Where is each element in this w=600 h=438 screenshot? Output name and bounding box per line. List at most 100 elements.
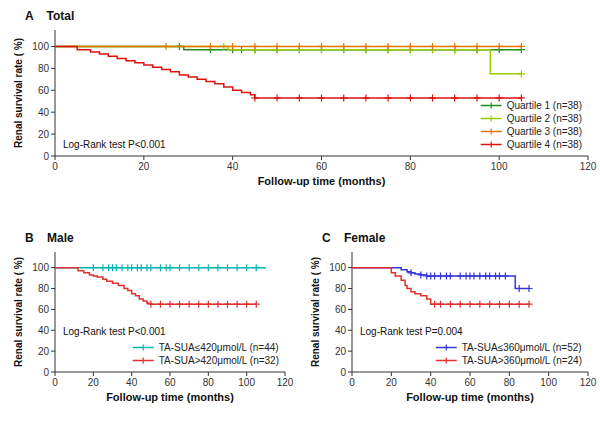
censor-mark bbox=[234, 301, 241, 308]
legend-marker bbox=[443, 358, 449, 364]
y-tick-label: 100 bbox=[329, 262, 346, 273]
x-tick-label: 120 bbox=[580, 377, 597, 388]
y-tick-label: 60 bbox=[38, 85, 50, 96]
censor-mark bbox=[526, 301, 533, 308]
censor-mark bbox=[518, 70, 525, 77]
y-tick-label: 80 bbox=[38, 283, 50, 294]
x-tick-label: 120 bbox=[277, 377, 294, 388]
y-axis-label: Renal survival rate ( %) bbox=[13, 257, 24, 367]
y-tick bbox=[51, 309, 55, 310]
x-tick-label: 20 bbox=[88, 377, 100, 388]
y-tick-label: 0 bbox=[43, 151, 49, 162]
censor-mark bbox=[502, 273, 509, 280]
legend-label: TA-SUA>360μmol/L (n=24) bbox=[462, 355, 582, 366]
censor-mark bbox=[486, 301, 493, 308]
censor-mark bbox=[214, 264, 221, 271]
censor-mark bbox=[214, 301, 221, 308]
y-tick-label: 60 bbox=[335, 304, 347, 315]
x-tick-label: 80 bbox=[203, 377, 215, 388]
y-tick-label: 0 bbox=[43, 367, 49, 378]
censor-mark bbox=[176, 264, 183, 271]
x-tick-label: 0 bbox=[349, 377, 355, 388]
censor-mark bbox=[234, 264, 241, 271]
x-tick-label: 20 bbox=[386, 377, 398, 388]
y-tick bbox=[51, 112, 55, 113]
legend: TA-SUA≤360μmol/L (n=52)TA-SUA>360μmol/L … bbox=[436, 342, 582, 366]
censor-mark bbox=[296, 94, 303, 101]
y-tick bbox=[51, 156, 55, 157]
legend-marker bbox=[488, 129, 494, 135]
censor-mark bbox=[229, 43, 236, 50]
censor-mark bbox=[362, 94, 369, 101]
censor-mark bbox=[457, 301, 464, 308]
y-tick-label: 100 bbox=[32, 41, 49, 52]
legend-marker bbox=[443, 345, 449, 351]
censor-mark bbox=[417, 271, 424, 278]
survival-curve bbox=[352, 268, 529, 289]
x-tick-label: 60 bbox=[316, 161, 328, 172]
panel: 020406080100120020406080100B MaleFollow-… bbox=[13, 231, 294, 403]
censor-mark bbox=[516, 285, 523, 292]
x-tick bbox=[430, 372, 431, 376]
y-tick bbox=[348, 351, 352, 352]
x-tick bbox=[588, 372, 589, 376]
x-tick-label: 60 bbox=[164, 377, 176, 388]
y-tick bbox=[51, 68, 55, 69]
y-tick bbox=[51, 134, 55, 135]
censor-mark bbox=[224, 301, 231, 308]
censor-mark bbox=[407, 94, 414, 101]
censor-mark bbox=[473, 94, 480, 101]
legend-marker bbox=[140, 345, 146, 351]
x-tick bbox=[470, 372, 471, 376]
y-tick bbox=[348, 372, 352, 373]
censor-mark bbox=[407, 43, 414, 50]
x-tick-label: 0 bbox=[52, 161, 58, 172]
legend-label: Quartile 1 (n=38) bbox=[507, 100, 582, 111]
survival-curve bbox=[55, 46, 521, 73]
censor-mark bbox=[224, 264, 231, 271]
x-tick bbox=[131, 372, 132, 376]
censor-mark bbox=[476, 301, 483, 308]
censor-mark bbox=[251, 43, 258, 50]
x-tick-label: 40 bbox=[126, 377, 138, 388]
censor-mark bbox=[408, 269, 415, 276]
censor-mark bbox=[253, 264, 260, 271]
x-tick bbox=[410, 156, 411, 160]
legend: Quartile 1 (n=38) Quartile 2 (n=38) Quarti… bbox=[481, 100, 582, 150]
x-tick-label: 80 bbox=[405, 161, 417, 172]
censor-mark bbox=[274, 94, 281, 101]
legend-marker bbox=[488, 142, 494, 148]
censor-mark bbox=[205, 264, 212, 271]
legend-label: Quartile 4 (n=38) bbox=[507, 139, 582, 150]
y-axis-line bbox=[352, 252, 353, 372]
censor-mark bbox=[207, 43, 214, 50]
censor-mark bbox=[296, 43, 303, 50]
censor-mark bbox=[385, 43, 392, 50]
y-tick-label: 20 bbox=[335, 346, 347, 357]
plot-area bbox=[55, 43, 525, 101]
censor-mark bbox=[340, 43, 347, 50]
x-tick-label: 80 bbox=[504, 377, 516, 388]
legend-label: Quartile 2 (n=38) bbox=[507, 113, 582, 124]
censor-mark bbox=[518, 43, 525, 50]
y-tick-label: 80 bbox=[38, 63, 50, 74]
censor-mark bbox=[251, 94, 258, 101]
censor-mark bbox=[318, 43, 325, 50]
censor-mark bbox=[253, 301, 260, 308]
y-axis-line bbox=[55, 30, 56, 156]
x-tick bbox=[143, 156, 144, 160]
x-tick bbox=[170, 372, 171, 376]
censor-mark bbox=[186, 301, 193, 308]
censor-mark bbox=[451, 94, 458, 101]
legend-marker bbox=[140, 358, 146, 364]
censor-mark bbox=[473, 43, 480, 50]
y-tick-label: 100 bbox=[32, 262, 49, 273]
y-tick bbox=[348, 267, 352, 268]
censor-mark bbox=[385, 94, 392, 101]
censor-mark bbox=[90, 264, 97, 271]
x-tick-label: 100 bbox=[540, 377, 557, 388]
background bbox=[0, 0, 600, 438]
censor-mark bbox=[243, 264, 250, 271]
x-tick-label: 40 bbox=[425, 377, 437, 388]
x-tick bbox=[93, 372, 94, 376]
